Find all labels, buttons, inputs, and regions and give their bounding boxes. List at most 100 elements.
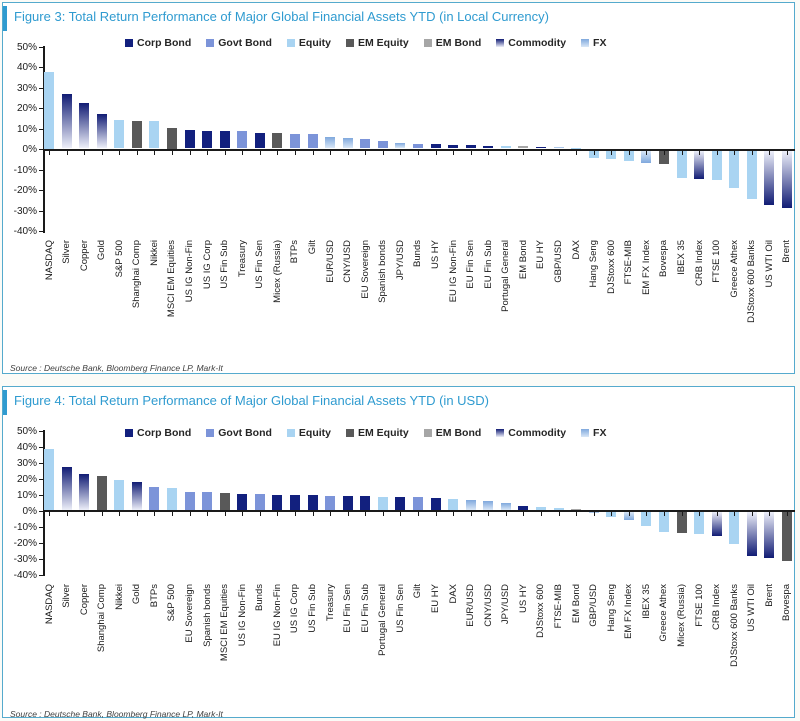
x-axis-tick xyxy=(66,512,68,516)
category-label-text: Treasury xyxy=(236,240,248,278)
category-label-text: US HY xyxy=(430,240,442,270)
data-bar xyxy=(184,491,195,510)
x-axis-tick xyxy=(611,150,613,155)
category-label: NASDAQ xyxy=(44,579,55,701)
category-label-text: DJStoxx 600 xyxy=(605,240,617,294)
category-label-text: US Fin Sen xyxy=(394,584,406,633)
category-label-text: EU HY xyxy=(430,584,442,614)
data-bar xyxy=(289,133,300,149)
data-bar xyxy=(149,487,160,510)
category-label: EU HY xyxy=(535,235,546,355)
x-axis-tick xyxy=(224,150,226,155)
figure3-source: Source : Deutsche Bank, Bloomberg Financ… xyxy=(10,363,223,373)
legend-label: FX xyxy=(593,427,607,439)
data-bar xyxy=(202,130,213,149)
category-label-text: Greece Athex xyxy=(728,240,740,298)
x-axis-tick xyxy=(646,150,648,155)
x-axis-tick xyxy=(576,150,578,155)
y-axis-tick xyxy=(39,526,43,528)
data-bar xyxy=(131,482,142,510)
category-label-text: CRB Index xyxy=(711,584,723,630)
x-axis-tick xyxy=(171,150,173,155)
category-label: CNY/USD xyxy=(483,579,494,701)
y-axis-tick xyxy=(39,128,43,130)
category-label-text: Silver xyxy=(61,584,73,608)
x-axis-tick xyxy=(330,150,332,155)
y-tick-label: -10% xyxy=(13,521,37,533)
data-bar xyxy=(377,496,388,510)
category-label: EUR/USD xyxy=(325,235,336,355)
y-tick-label: 10% xyxy=(16,123,37,135)
category-label: EU HY xyxy=(430,579,441,701)
y-tick-label: 10% xyxy=(16,489,37,501)
category-label: EM Bond xyxy=(518,235,529,355)
category-label: Shanghai Comp xyxy=(131,235,142,355)
x-axis-tick xyxy=(453,150,455,155)
legend-item: FX xyxy=(581,427,606,439)
data-bar xyxy=(623,512,634,520)
x-axis-tick xyxy=(646,512,648,516)
y-tick-label: 20% xyxy=(16,473,37,485)
category-label-text: Treasury xyxy=(324,584,336,622)
category-label: Micex (Russia) xyxy=(676,579,687,701)
legend-label: EM Bond xyxy=(435,37,482,49)
category-label: DJStoxx 600 Banks xyxy=(746,235,757,355)
category-label: DJStoxx 600 Banks xyxy=(729,579,740,701)
category-label: Greece Athex xyxy=(658,579,669,701)
data-bar xyxy=(149,121,160,149)
category-label: MSCI EM Equities xyxy=(166,235,177,355)
category-label: GBP/USD xyxy=(553,235,564,355)
x-axis-tick xyxy=(453,512,455,516)
category-label: Bovespa xyxy=(658,235,669,355)
x-axis-tick xyxy=(154,512,156,516)
x-axis-tick xyxy=(207,512,209,516)
data-bar xyxy=(325,136,336,149)
x-axis-tick xyxy=(382,512,384,516)
category-label-text: EUR/USD xyxy=(324,240,336,283)
category-label: IBEX 35 xyxy=(676,235,687,355)
x-axis-tick xyxy=(382,150,384,155)
category-label: EU IG Non-Fin xyxy=(448,235,459,355)
legend-item: EM Bond xyxy=(423,427,481,439)
category-label: JPY/USD xyxy=(500,579,511,701)
category-label: NASDAQ xyxy=(44,235,55,355)
data-bar xyxy=(412,143,423,149)
category-label-text: EU Fin Sub xyxy=(359,584,371,633)
legend-swatch-icon xyxy=(125,429,133,437)
legend-swatch-icon xyxy=(496,39,505,47)
category-label: FTSE-MIB xyxy=(623,235,634,355)
category-label: JPY/USD xyxy=(395,235,406,355)
figure4-title: Figure 4: Total Return Performance of Ma… xyxy=(3,390,794,415)
y-tick-label: 0% xyxy=(22,144,37,155)
x-axis-tick xyxy=(347,150,349,155)
legend-label: Corp Bond xyxy=(137,427,192,439)
x-axis-tick xyxy=(347,512,349,516)
data-bar xyxy=(535,146,546,149)
category-label: US IG Corp xyxy=(202,235,213,355)
data-bar xyxy=(781,150,792,208)
x-axis-tick xyxy=(312,512,314,516)
x-axis-tick xyxy=(576,512,578,516)
data-bar xyxy=(254,494,265,510)
y-tick-label: 50% xyxy=(16,41,37,53)
category-label: EUR/USD xyxy=(465,579,476,701)
category-label: US IG Non-Fin xyxy=(184,235,195,355)
x-axis-tick xyxy=(294,512,296,516)
y-axis-tick xyxy=(39,210,43,212)
category-label-text: MSCI EM Equities xyxy=(166,240,178,318)
category-label-text: Hang Seng xyxy=(605,584,617,632)
category-label: CNY/USD xyxy=(342,235,353,355)
category-label-text: DJStoxx 600 Banks xyxy=(728,584,740,667)
legend-label: Equity xyxy=(298,37,332,49)
x-axis-tick xyxy=(488,512,490,516)
x-axis-tick xyxy=(769,512,771,516)
category-label: FTSE-MIB xyxy=(553,579,564,701)
category-label-text: EU Sovereign xyxy=(184,584,196,643)
category-label: US Fin Sub xyxy=(219,235,230,355)
y-tick-label: -20% xyxy=(13,537,37,549)
x-axis-tick xyxy=(505,150,507,155)
category-label: Gilt xyxy=(307,235,318,355)
legend-swatch-icon xyxy=(206,39,215,47)
x-axis-tick xyxy=(716,512,718,516)
data-bar xyxy=(500,146,511,149)
